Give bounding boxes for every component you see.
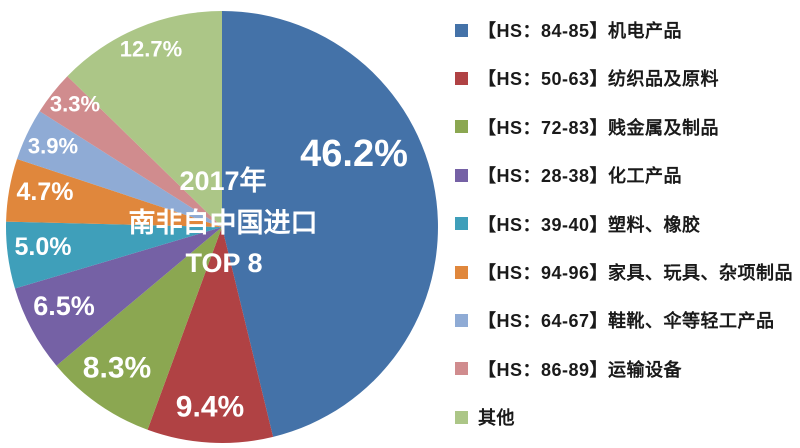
legend-label: 【HS：28-38】化工产品: [478, 166, 683, 187]
center-title-line1: 2017年: [179, 165, 266, 196]
slice-label-2: 8.3%: [83, 352, 151, 385]
slice-label-7: 3.3%: [50, 92, 100, 117]
legend-item-8: 其他: [455, 405, 515, 429]
legend-swatch: [455, 313, 468, 327]
legend-item-4: 【HS：39-40】塑料、橡胶: [455, 212, 701, 236]
slice-label-0: 46.2%: [300, 133, 408, 175]
legend-label: 【HS：86-89】运输设备: [478, 359, 683, 380]
pie-slice-2: [56, 227, 222, 430]
legend-item-0: 【HS：84-85】机电产品: [455, 18, 682, 42]
pie-slice-5: [6, 158, 222, 227]
pie-slice-8: [67, 11, 222, 227]
pie-slice-1: [147, 227, 274, 443]
center-title-line3: TOP 8: [185, 248, 262, 278]
slice-label-1: 9.4%: [176, 391, 244, 424]
legend-item-3: 【HS：28-38】化工产品: [455, 163, 682, 187]
pie-chart: 46.2% 9.4% 8.3% 6.5% 5.0% 4.7% 3.9% 3.3% 12.7% 2…: [6, 11, 438, 443]
pie-slices: [6, 11, 438, 443]
legend-item-5: 【HS：94-96】家具、玩具、杂项制品: [455, 260, 793, 284]
legend-label: 【HS：39-40】塑料、橡胶: [478, 214, 701, 235]
legend-label: 其他: [478, 408, 515, 429]
legend-swatch: [455, 410, 468, 424]
legend-swatch: [455, 265, 468, 279]
legend-item-7: 【HS：86-89】运输设备: [455, 357, 682, 381]
pie-slice-6: [17, 111, 222, 227]
pie-slice-7: [39, 76, 222, 227]
legend-label: 【HS：94-96】家具、玩具、杂项制品: [478, 263, 794, 283]
legend-swatch: [455, 362, 468, 376]
legend-swatch: [455, 23, 468, 37]
slice-label-6: 3.9%: [28, 134, 78, 159]
legend-item-6: 【HS：64-67】鞋靴、伞等轻工产品: [455, 308, 775, 332]
pie-slice-3: [14, 227, 222, 366]
center-title-line2: 南非自中国进口: [129, 207, 318, 238]
legend-item-2: 【HS：72-83】贱金属及制品: [455, 115, 719, 139]
legend-swatch: [455, 168, 468, 182]
slice-label-5: 4.7%: [17, 178, 74, 206]
slice-label-8: 12.7%: [120, 37, 182, 62]
center-title: 2017年 南非自中国进口 TOP 8: [129, 165, 318, 278]
legend-label: 【HS：84-85】机电产品: [478, 21, 683, 41]
legend-swatch: [455, 71, 468, 85]
legend-label: 【HS：50-63】纺织品及原料: [478, 69, 720, 90]
legend-swatch: [455, 120, 468, 134]
pie-slice-0: [222, 11, 438, 437]
slice-labels: 46.2% 9.4% 8.3% 6.5% 5.0% 4.7% 3.9% 3.3% 12.7%: [15, 37, 408, 424]
legend-swatch: [455, 217, 468, 231]
slice-label-3: 6.5%: [33, 291, 95, 321]
pie-slice-4: [6, 221, 222, 289]
legend-item-1: 【HS：50-63】纺织品及原料: [455, 66, 719, 90]
legend-label: 【HS：72-83】贱金属及制品: [478, 117, 720, 138]
legend-label: 【HS：64-67】鞋靴、伞等轻工产品: [478, 311, 775, 332]
slice-label-4: 5.0%: [15, 233, 72, 261]
